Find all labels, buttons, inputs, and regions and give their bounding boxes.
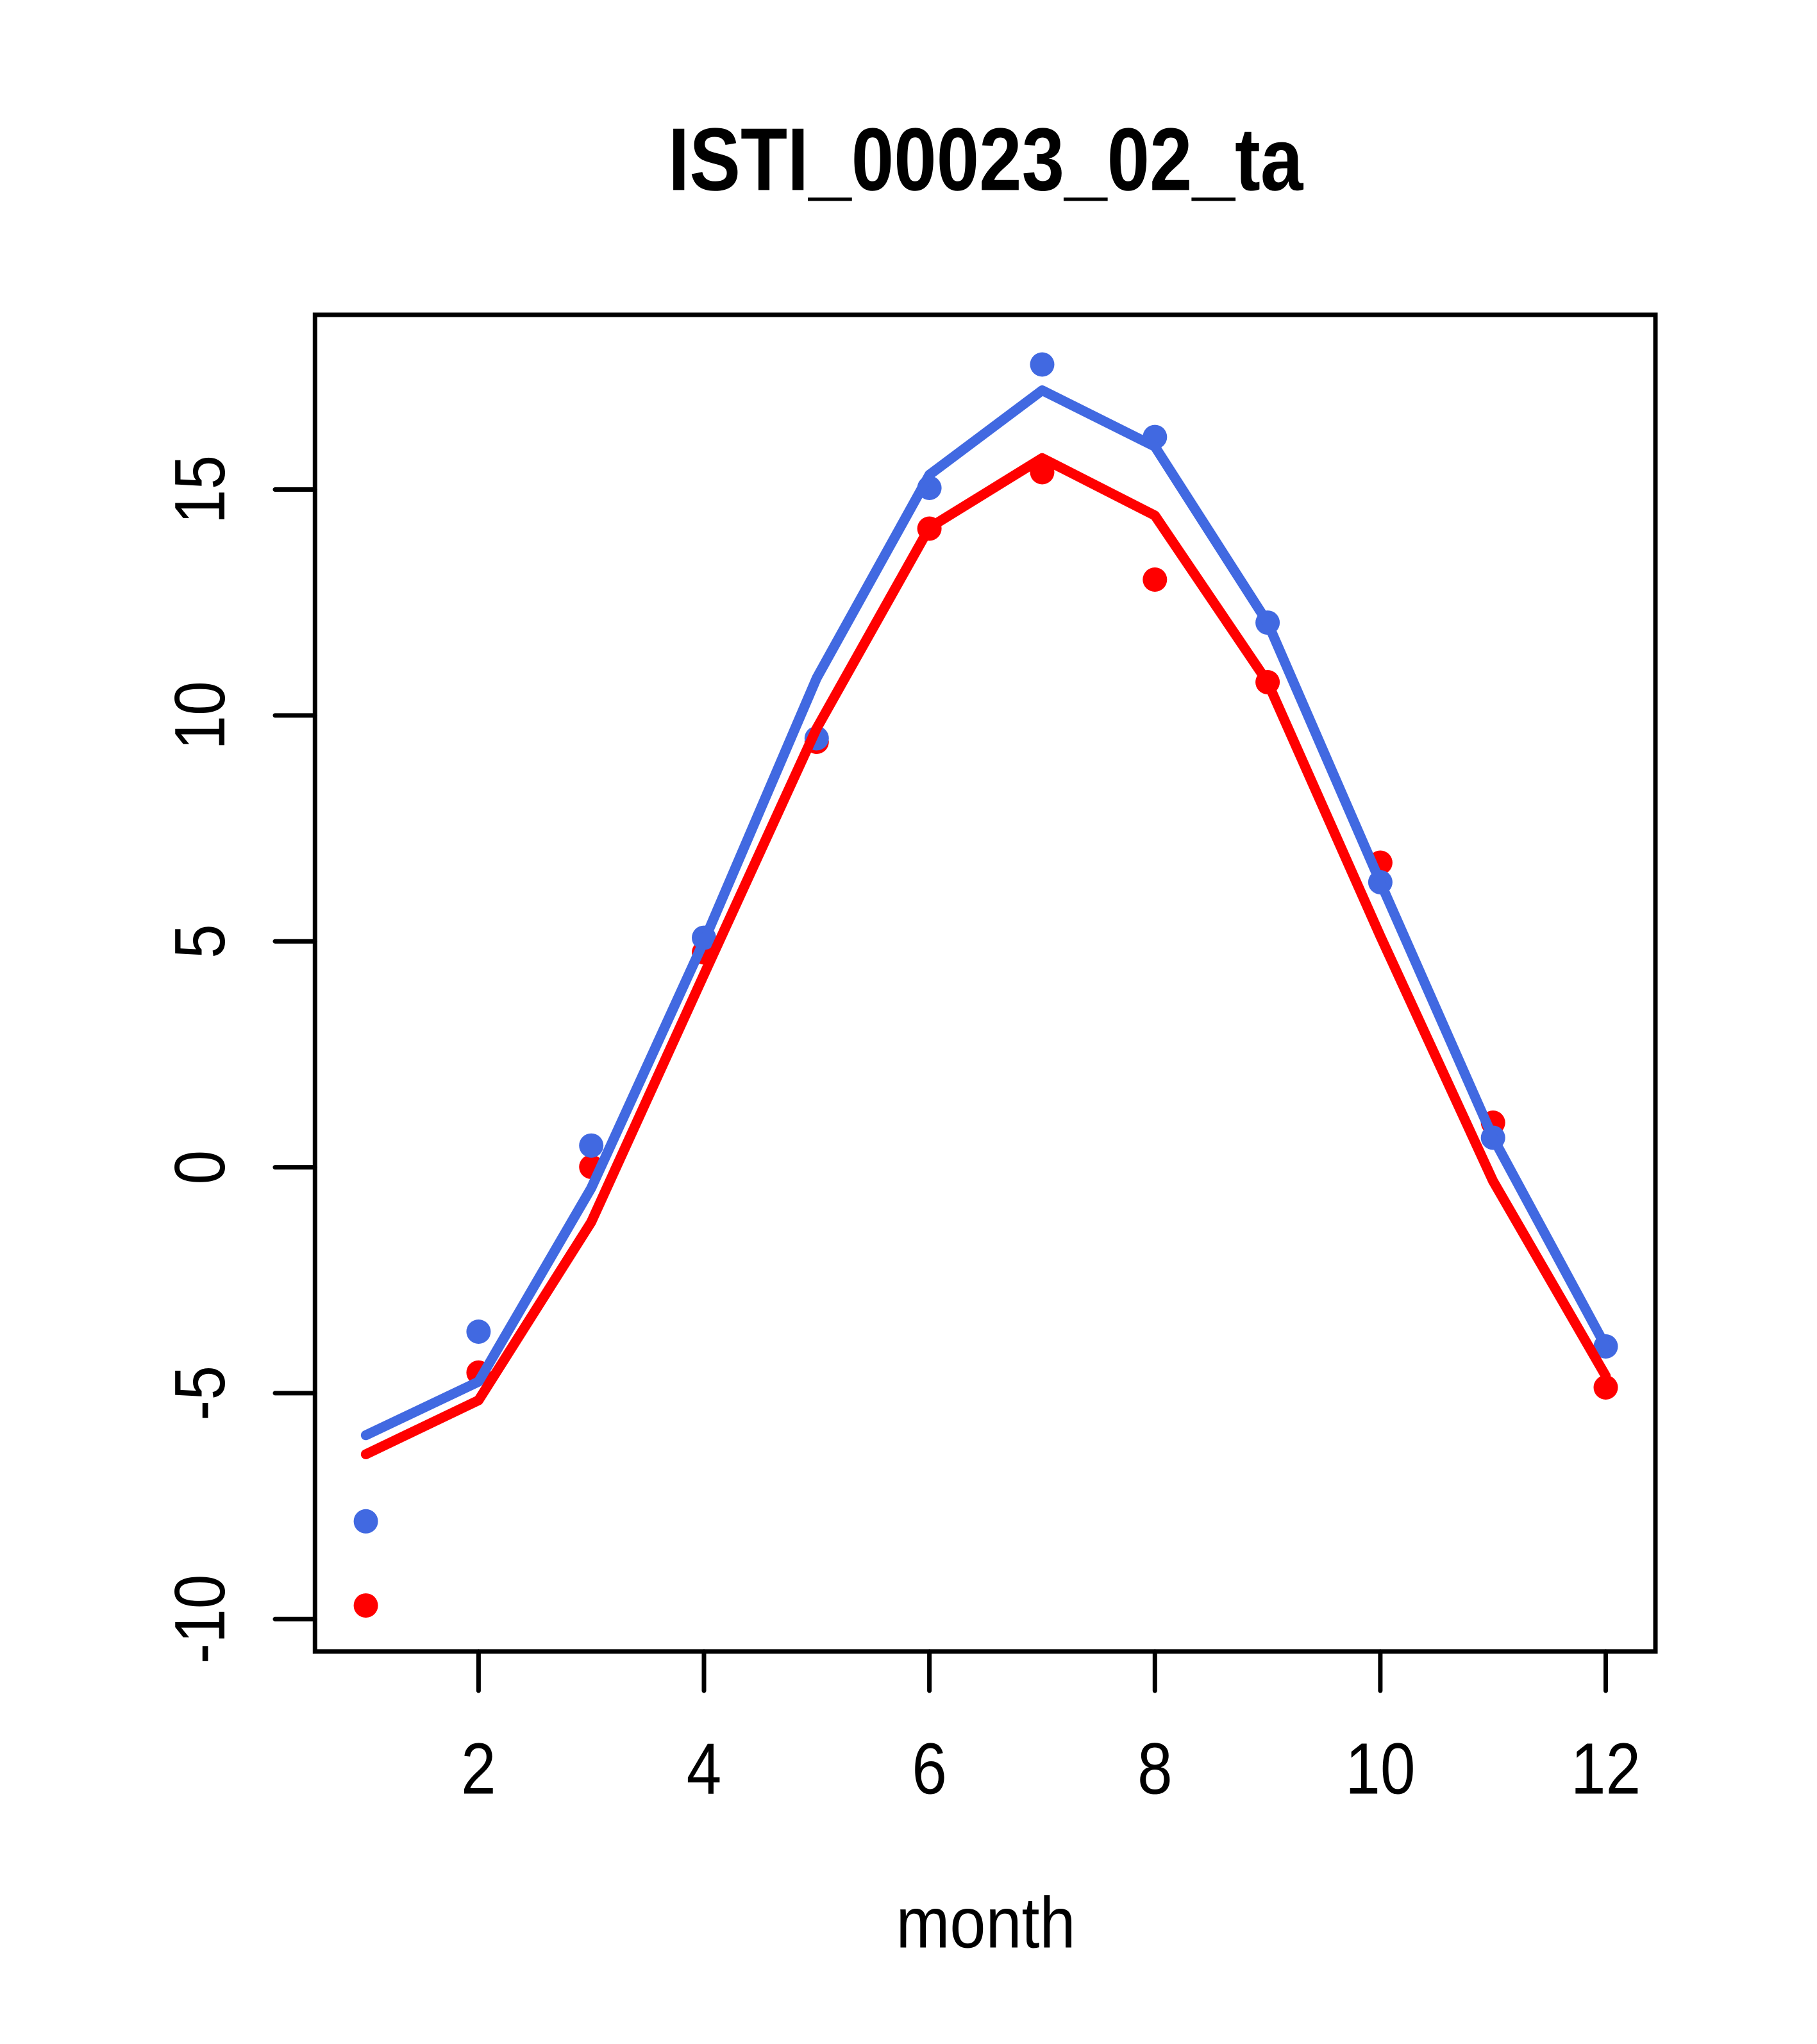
svg-text:0: 0 [161, 1150, 240, 1185]
svg-text:12: 12 [1571, 1729, 1641, 1809]
svg-text:10: 10 [1345, 1729, 1415, 1809]
svg-text:15: 15 [161, 455, 240, 524]
svg-text:-5: -5 [161, 1366, 240, 1421]
svg-text:4: 4 [687, 1729, 722, 1809]
svg-text:10: 10 [161, 681, 240, 750]
svg-text:ISTI_00023_02_ta: ISTI_00023_02_ta [668, 110, 1303, 209]
svg-text:6: 6 [912, 1729, 947, 1809]
svg-text:5: 5 [161, 924, 240, 959]
svg-text:month: month [896, 1882, 1075, 1963]
svg-text:-10: -10 [161, 1575, 240, 1664]
svg-text:8: 8 [1137, 1729, 1173, 1809]
svg-text:2: 2 [461, 1729, 496, 1809]
